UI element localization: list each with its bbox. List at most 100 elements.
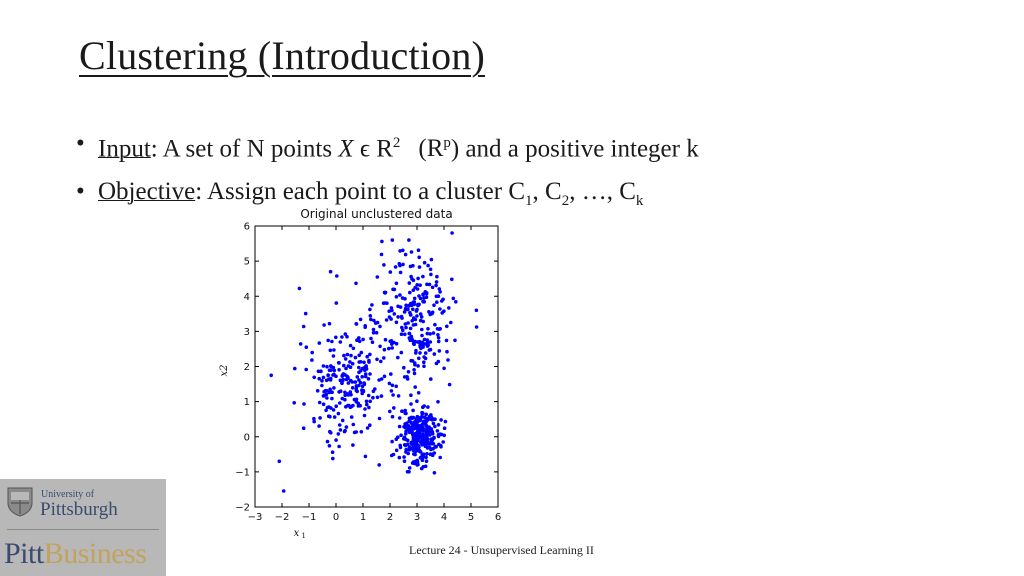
bullet-text: , …, C — [569, 178, 636, 206]
y-tick-label: 0 — [244, 432, 250, 443]
data-point — [357, 378, 361, 382]
data-point — [382, 374, 387, 379]
data-point — [334, 301, 339, 305]
data-point — [434, 444, 438, 449]
data-point — [361, 388, 366, 393]
data-point — [353, 380, 358, 384]
data-point — [407, 238, 411, 242]
data-point — [370, 303, 374, 307]
bullet-list: Input: A set of N points X ϵ R2(Rp) and … — [76, 122, 699, 223]
data-point — [428, 267, 433, 272]
data-point — [415, 433, 419, 438]
data-point — [387, 346, 391, 351]
scatter-chart: Original unclustered data−3 −2 −1 0 1 2 3 4 5 6−2… — [219, 207, 501, 538]
data-point — [292, 401, 296, 405]
x-tick-label: −3 — [248, 512, 263, 523]
data-point — [454, 300, 458, 304]
data-point — [357, 365, 361, 370]
data-point — [391, 287, 395, 292]
logo-pittsburgh: Pittsburgh — [40, 499, 118, 520]
data-point — [331, 354, 336, 358]
data-point — [347, 403, 351, 408]
x-tick-label: 3 — [414, 512, 420, 523]
data-point — [398, 293, 402, 297]
data-point — [399, 332, 404, 336]
data-point — [430, 431, 435, 436]
data-point — [435, 274, 439, 279]
data-point — [338, 340, 343, 344]
data-point — [437, 287, 442, 291]
data-point — [332, 348, 336, 352]
data-point — [375, 357, 379, 362]
data-point — [277, 459, 282, 464]
data-point — [398, 305, 403, 309]
data-point — [435, 327, 440, 331]
data-point — [409, 393, 413, 397]
data-point — [425, 344, 430, 348]
data-point — [425, 416, 430, 421]
data-point — [430, 453, 435, 458]
data-point — [430, 437, 435, 442]
data-point — [398, 270, 403, 275]
data-point — [390, 238, 395, 242]
data-point — [412, 420, 417, 424]
data-point — [418, 296, 423, 301]
x-tick-label: −2 — [275, 512, 290, 523]
data-point — [414, 309, 419, 313]
data-point — [375, 275, 380, 279]
data-point — [403, 252, 408, 257]
data-point — [407, 419, 411, 423]
data-point — [416, 303, 420, 308]
data-point — [401, 248, 405, 253]
slide-footer: Lecture 24 - Unsupervised Learning II — [409, 543, 594, 557]
data-point — [345, 352, 350, 357]
data-point — [348, 378, 353, 383]
data-point — [391, 452, 396, 457]
data-point — [402, 443, 407, 447]
data-point — [474, 325, 479, 329]
data-point — [405, 375, 409, 379]
data-point — [390, 383, 395, 388]
data-point — [365, 426, 370, 430]
data-point — [408, 313, 413, 317]
data-point — [413, 322, 418, 327]
data-point — [356, 404, 361, 408]
data-point — [423, 444, 428, 448]
data-point — [366, 377, 371, 381]
data-point — [312, 375, 316, 380]
data-point — [326, 338, 330, 343]
data-point — [443, 419, 448, 424]
data-point — [325, 439, 330, 444]
data-point — [353, 355, 358, 360]
data-point — [317, 341, 322, 345]
data-point — [310, 358, 314, 362]
data-point — [357, 370, 361, 375]
data-point — [394, 281, 399, 286]
plot-frame — [254, 225, 499, 508]
university-shield-icon — [7, 487, 33, 517]
data-point — [334, 404, 338, 408]
data-point — [418, 425, 423, 429]
data-point — [426, 327, 430, 331]
data-point — [378, 324, 382, 329]
data-point — [407, 281, 412, 285]
data-point — [438, 327, 442, 331]
data-point — [413, 317, 418, 322]
data-point — [336, 411, 341, 416]
data-point — [410, 423, 415, 428]
data-point — [332, 372, 336, 377]
data-point — [359, 350, 364, 355]
data-point — [390, 439, 394, 444]
data-point — [421, 429, 426, 433]
data-point — [363, 368, 367, 373]
data-point — [398, 445, 403, 450]
data-point — [416, 436, 421, 441]
data-point — [391, 393, 395, 397]
data-point — [298, 342, 303, 346]
data-point — [422, 421, 426, 425]
data-point — [358, 317, 363, 322]
data-point — [431, 331, 436, 335]
data-point — [378, 344, 382, 349]
data-point — [389, 372, 393, 376]
data-point — [438, 432, 442, 436]
